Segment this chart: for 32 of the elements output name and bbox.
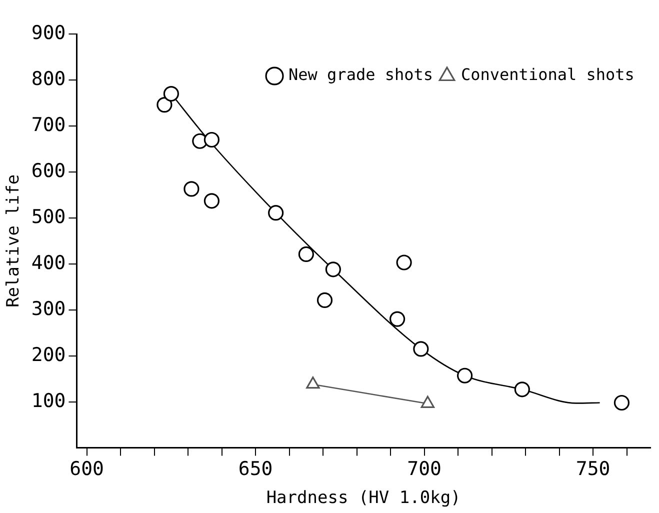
point [204, 193, 220, 209]
y-tick-label: 100 [31, 390, 66, 412]
point [413, 341, 429, 357]
y-tick-label: 400 [31, 252, 66, 274]
point [298, 246, 314, 262]
point [316, 292, 333, 308]
point [204, 132, 220, 148]
point [268, 205, 284, 221]
x-axis-title: Hardness (HV 1.0kg) [266, 488, 461, 508]
point [184, 181, 200, 197]
point [325, 262, 341, 278]
x-tick-label: 700 [407, 458, 442, 480]
legend-label: Conventional shots [461, 65, 634, 84]
point [163, 86, 180, 102]
point [614, 394, 630, 411]
point [390, 311, 406, 327]
x-tick-label: 600 [70, 458, 104, 480]
y-tick-label: 600 [31, 160, 66, 182]
y-tick-label: 500 [31, 206, 66, 228]
y-tick-label: 700 [31, 114, 66, 136]
x-tick-label: 650 [238, 458, 273, 480]
point [396, 254, 412, 270]
point [456, 368, 473, 384]
y-tick-label: 900 [31, 22, 66, 44]
y-tick-label: 200 [31, 344, 66, 366]
point [514, 382, 530, 398]
y-axis-title: Relative life [4, 174, 24, 308]
y-tick-label: 800 [31, 68, 66, 90]
x-tick-label: 750 [576, 458, 610, 480]
point [156, 97, 172, 113]
legend-label: New grade shots [288, 65, 434, 84]
y-tick-label: 300 [31, 298, 66, 320]
